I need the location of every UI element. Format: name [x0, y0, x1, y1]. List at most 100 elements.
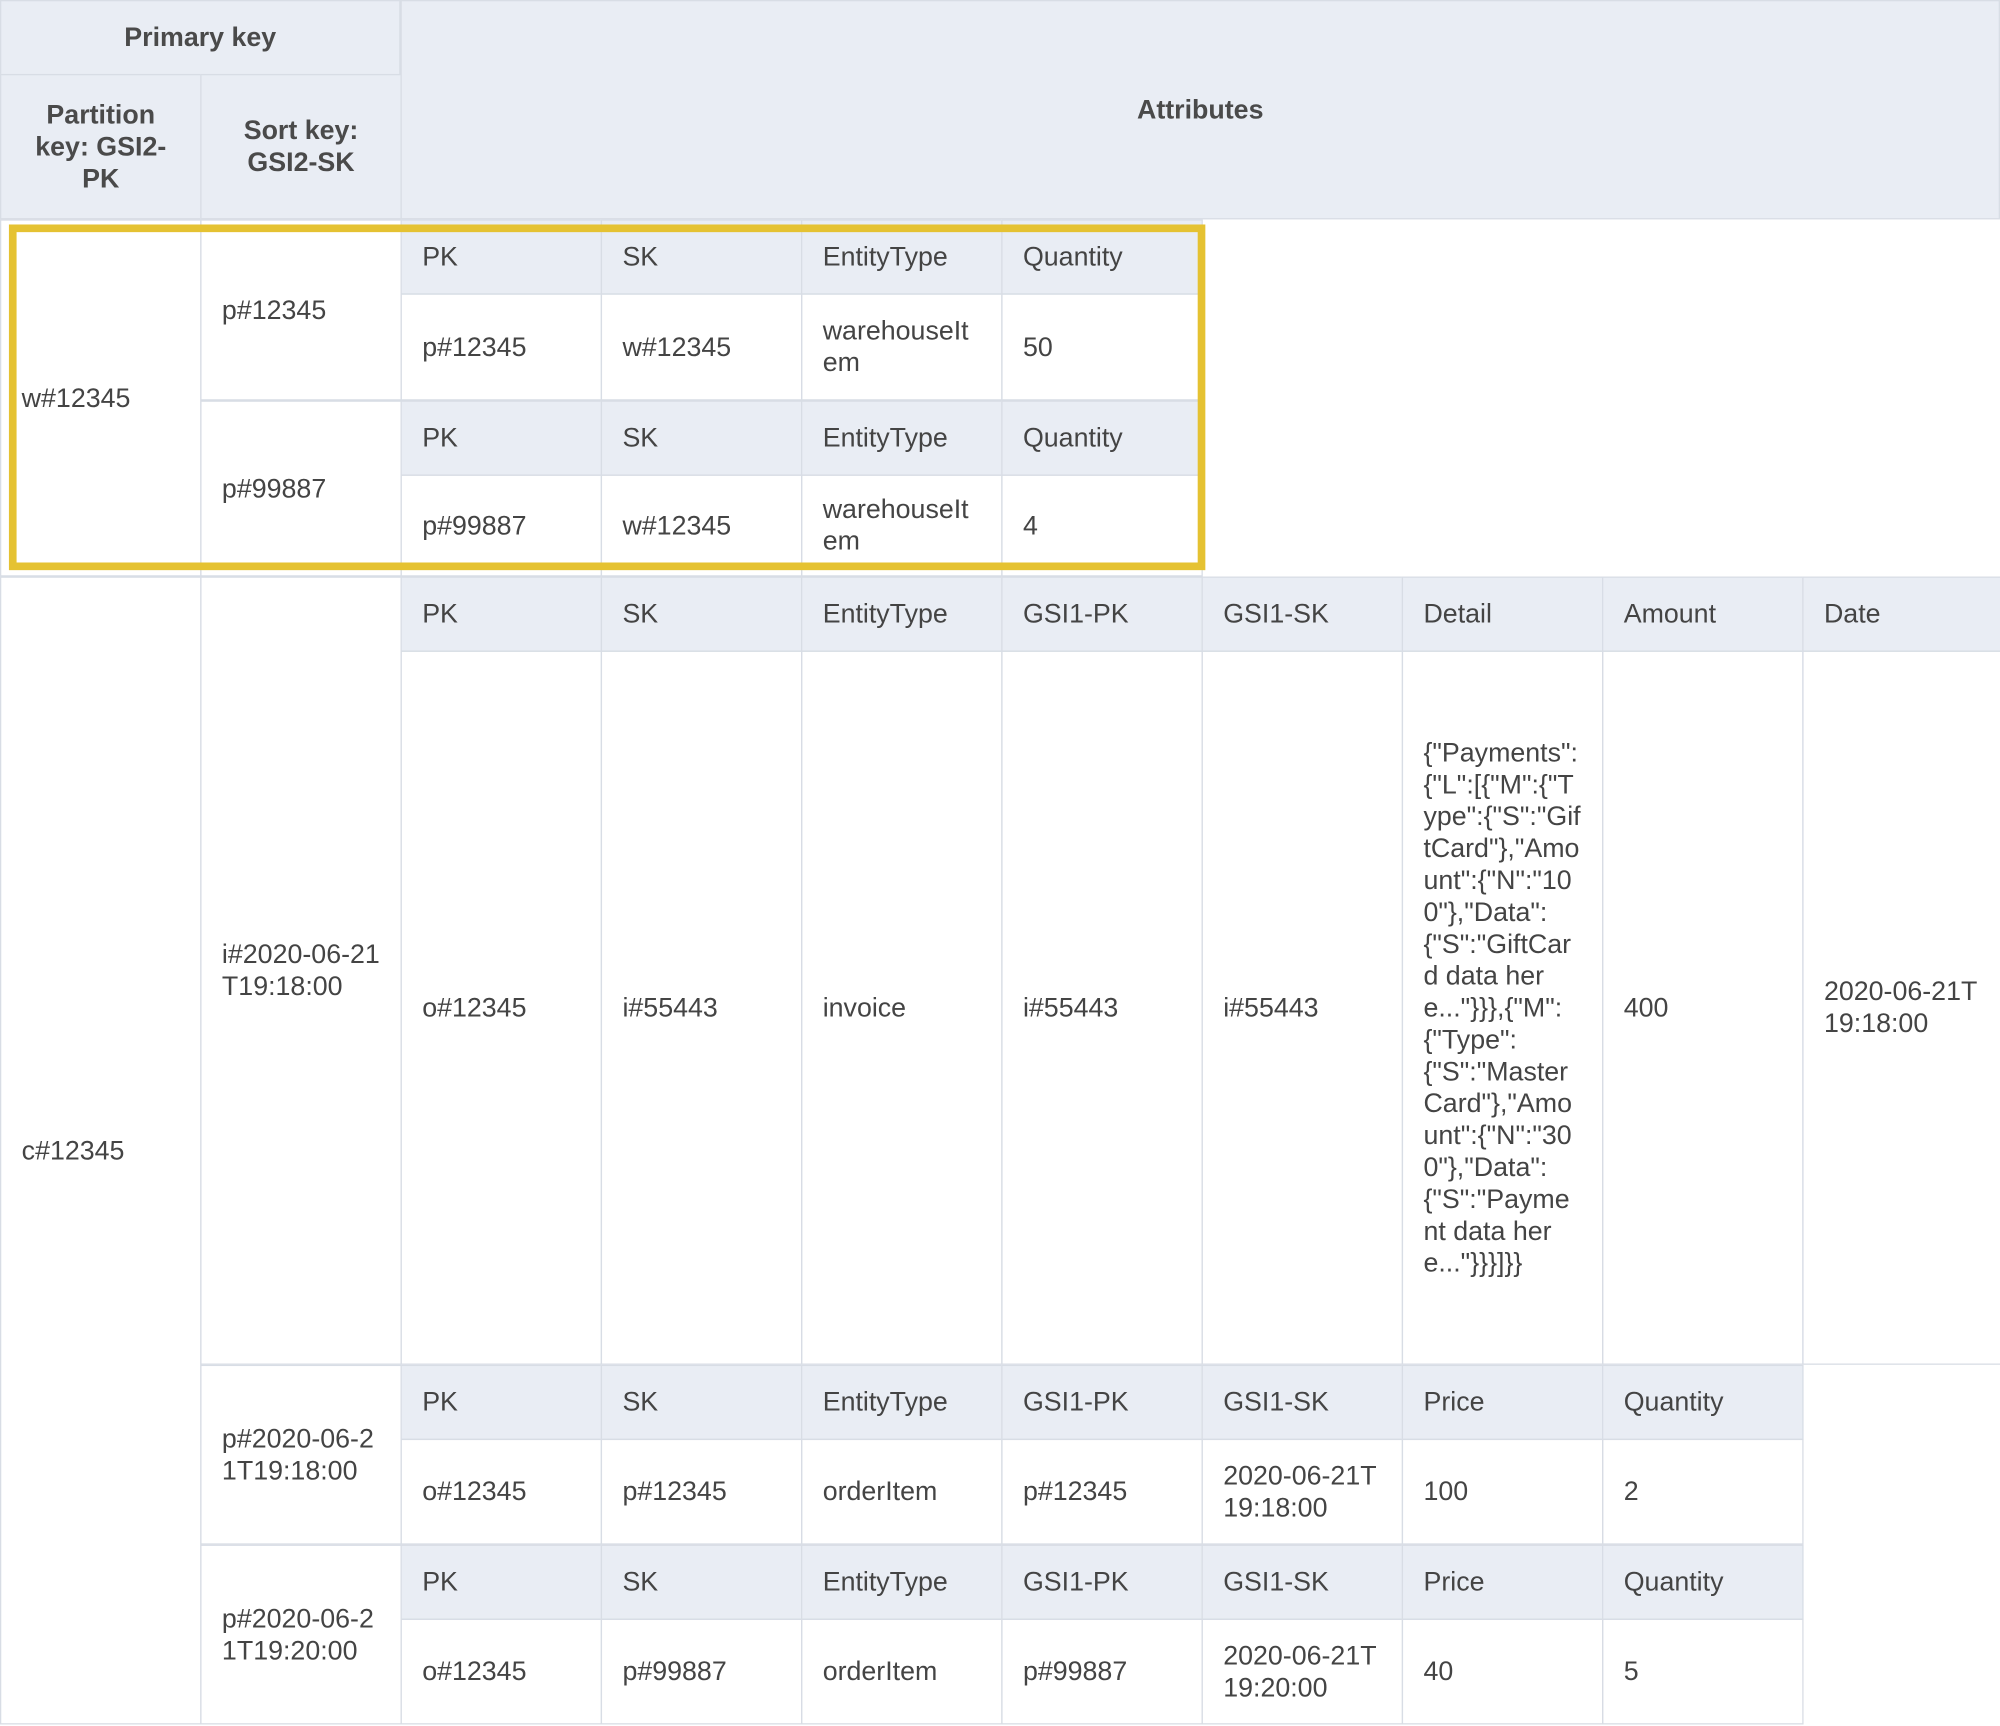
attribute-value-text: w#12345	[622, 332, 732, 362]
attribute-name: Amount	[1602, 576, 1804, 652]
attribute-value: 100	[1401, 1438, 1604, 1545]
attribute-name-text: EntityType	[822, 242, 948, 272]
attribute-name-text: SK	[622, 242, 659, 272]
attribute-value-text: p#12345	[622, 1477, 727, 1507]
attribute-name-text: SK	[622, 423, 659, 453]
attribute-name: SK	[600, 1364, 803, 1441]
attribute-name: SK	[600, 400, 803, 476]
attribute-value-text: i#55443	[622, 992, 718, 1023]
attribute-value: 2	[1602, 1438, 1804, 1545]
attribute-value-text: 50	[1022, 332, 1053, 362]
sort-key-cell: i#2020-06-21T19:18:00	[200, 576, 402, 1365]
attribute-name-text: PK	[422, 423, 458, 453]
attribute-value: 2020-06-21T19:20:00	[1201, 1618, 1404, 1725]
sort-key-cell: p#2020-06-21T19:18:00	[200, 1364, 402, 1545]
attribute-name: EntityType	[801, 400, 1003, 476]
attribute-value: 2020-06-21T19:18:00	[1802, 650, 2000, 1365]
attribute-value: p#99887	[1001, 1618, 1203, 1725]
attribute-value-text: 5	[1623, 1656, 1639, 1687]
attribute-name: GSI1-SK	[1201, 576, 1404, 652]
attribute-name-text: EntityType	[822, 599, 948, 629]
attribute-name-text: PK	[422, 242, 458, 272]
attribute-value-text: p#99887	[622, 1656, 727, 1687]
attribute-name-text: Detail	[1423, 599, 1492, 629]
attribute-name-text: SK	[622, 1567, 659, 1597]
attribute-value: o#12345	[400, 1618, 603, 1725]
sort-key-header-text: Sort key: GSI2-SK	[243, 116, 359, 178]
attribute-value: 2020-06-21T19:18:00	[1201, 1438, 1404, 1545]
attribute-name-text: EntityType	[822, 423, 948, 453]
sort-key-cell-text: p#12345	[221, 295, 327, 325]
attribute-value-text: 100	[1423, 1477, 1469, 1507]
partition-key-header-text: Partition key: GSI2-PK	[35, 100, 167, 194]
attribute-name: Price	[1401, 1544, 1604, 1620]
attribute-name: EntityType	[801, 576, 1003, 652]
attribute-name-text: EntityType	[822, 1567, 948, 1597]
attribute-value-text: 2020-06-21T19:20:00	[1223, 1640, 1377, 1703]
attribute-name: SK	[600, 576, 803, 652]
attribute-name-text: Amount	[1623, 599, 1717, 629]
attribute-name: Price	[1401, 1364, 1604, 1441]
attribute-value: 50	[1001, 293, 1203, 401]
attribute-value: i#55443	[1201, 650, 1404, 1365]
attribute-name: Quantity	[1602, 1544, 1804, 1620]
attribute-name-text: Price	[1423, 1387, 1485, 1418]
attribute-name: PK	[400, 400, 603, 476]
attribute-value: warehouseItem	[801, 474, 1003, 577]
attribute-value-text: warehouseItem	[822, 494, 969, 557]
attribute-value: p#12345	[400, 293, 603, 401]
partition-key-cell: c#12345	[0, 576, 202, 1725]
attribute-value-text: o#12345	[422, 992, 527, 1023]
attribute-name-text: Quantity	[1022, 242, 1123, 272]
attribute-name-text: SK	[622, 1387, 659, 1418]
attribute-value: invoice	[801, 650, 1003, 1365]
attribute-value-text: {"Payments":{"L":[{"M":{"Type":{"S":"Gif…	[1423, 737, 1581, 1278]
attribute-name-text: SK	[622, 599, 659, 629]
attribute-value: o#12345	[400, 1438, 603, 1545]
attribute-name: EntityType	[801, 1364, 1003, 1441]
attribute-name: PK	[400, 1364, 603, 1441]
attribute-name-text: GSI1-PK	[1022, 1387, 1129, 1418]
attribute-name-text: EntityType	[822, 1387, 948, 1418]
sort-key-cell-text: p#2020-06-21T19:20:00	[221, 1603, 374, 1666]
primary-key-header: Primary key	[0, 0, 401, 76]
attribute-name-text: PK	[422, 1567, 458, 1597]
attribute-name-text: Quantity	[1623, 1567, 1724, 1597]
attribute-value: w#12345	[600, 293, 803, 401]
attribute-value-text: p#12345	[1022, 1477, 1128, 1507]
attribute-name-text: Quantity	[1022, 423, 1123, 453]
attribute-name-text: PK	[422, 599, 458, 629]
attribute-value-text: p#99887	[422, 510, 527, 541]
attribute-value-text: p#99887	[1022, 1656, 1128, 1687]
attribute-name: SK	[600, 1544, 803, 1620]
attribute-value: p#12345	[1001, 1438, 1203, 1545]
attribute-name-text: GSI1-SK	[1223, 599, 1329, 629]
attribute-value-text: 2020-06-21T19:18:00	[1823, 977, 1978, 1039]
attribute-value: orderItem	[801, 1618, 1003, 1725]
attribute-value-text: 40	[1423, 1656, 1454, 1687]
attribute-name: EntityType	[801, 1544, 1003, 1620]
attribute-name: Quantity	[1602, 1364, 1804, 1441]
attribute-value: i#55443	[600, 650, 803, 1365]
attribute-value: p#99887	[600, 1618, 803, 1725]
attribute-name: PK	[400, 576, 603, 652]
attribute-name: Detail	[1401, 576, 1604, 652]
attribute-value-text: i#55443	[1223, 992, 1319, 1023]
attribute-value: 400	[1602, 650, 1804, 1365]
attribute-value: orderItem	[801, 1438, 1003, 1545]
attribute-value-text: w#12345	[622, 510, 732, 541]
attribute-value-text: warehouseItem	[822, 316, 969, 378]
attribute-value-text: i#55443	[1022, 992, 1119, 1023]
attribute-value-text: invoice	[822, 992, 907, 1023]
attribute-name-text: GSI1-PK	[1022, 599, 1129, 629]
sort-key-cell-text: i#2020-06-21T19:18:00	[221, 940, 380, 1002]
attribute-value-text: orderItem	[822, 1477, 938, 1507]
attribute-name: GSI1-PK	[1001, 1544, 1203, 1620]
partition-key-cell-text: w#12345	[21, 383, 131, 413]
attribute-name-text: GSI1-SK	[1223, 1567, 1329, 1597]
attribute-value-text: 2020-06-21T19:18:00	[1223, 1461, 1377, 1523]
attribute-name-text: Price	[1423, 1567, 1485, 1597]
attribute-value-text: o#12345	[422, 1656, 527, 1687]
